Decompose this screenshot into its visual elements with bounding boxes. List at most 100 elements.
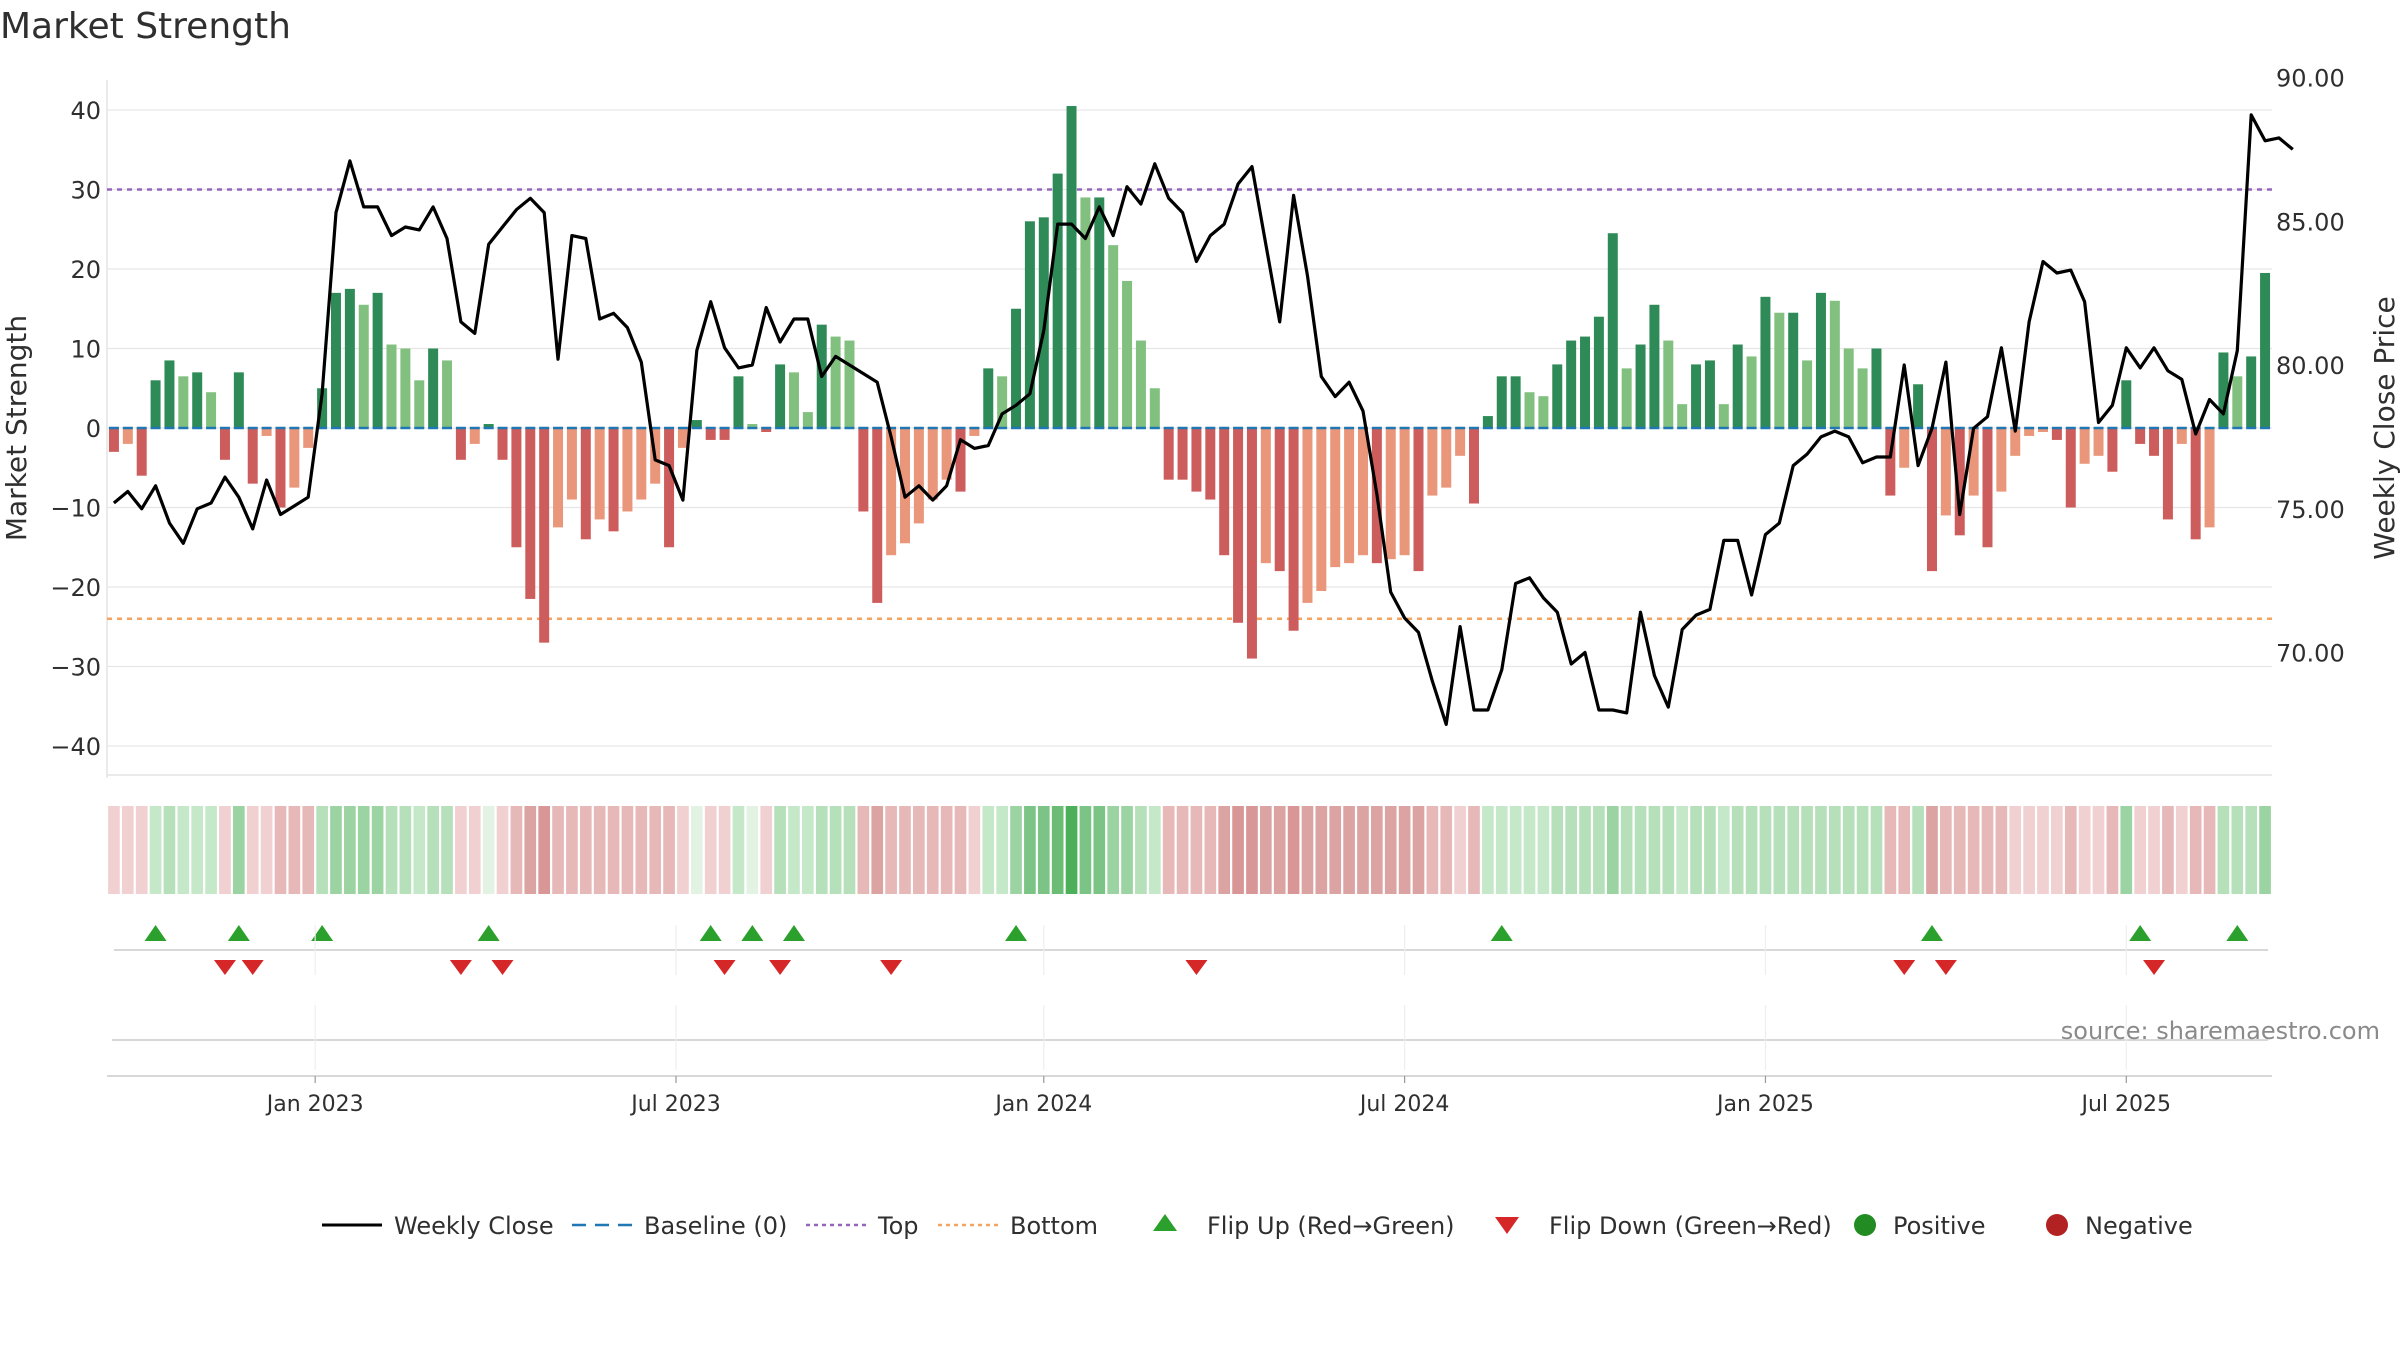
y2-axis-label: Weekly Close Price — [2368, 296, 2400, 559]
strip-cell — [802, 806, 814, 894]
strength-bar — [788, 372, 799, 428]
x-tick-label: Jan 2023 — [265, 1092, 364, 1117]
strength-bar — [1385, 428, 1396, 560]
strength-bar — [2204, 428, 2215, 528]
flip-up-marker — [741, 925, 764, 941]
strip-cell — [1440, 806, 1453, 894]
strength-bar — [844, 340, 855, 428]
strip-cell — [1176, 806, 1189, 894]
strength-bar — [1274, 428, 1285, 572]
strip-cell — [593, 806, 606, 894]
strength-bar — [219, 428, 230, 460]
strength-bar — [1871, 348, 1882, 428]
strip-cell — [1537, 806, 1550, 894]
strip-cell — [399, 806, 412, 894]
strip-cell — [1329, 806, 1342, 894]
strength-bar — [1732, 344, 1743, 428]
strength-bar — [1857, 368, 1868, 428]
strip-cell — [704, 806, 717, 894]
flip-up-marker — [477, 925, 500, 941]
strength-bar — [2079, 428, 2090, 464]
strength-bar — [247, 428, 258, 484]
strip-cell — [1634, 806, 1647, 894]
strip-cell — [1371, 806, 1383, 894]
flip-down-marker — [1934, 960, 1957, 975]
flip-up-marker — [699, 925, 722, 941]
strip-cell — [1606, 806, 1619, 894]
strength-bar — [802, 412, 813, 428]
strip-cell — [788, 806, 800, 894]
legend-weekly-close: Weekly Close — [322, 1212, 554, 1240]
strength-color-strip — [108, 806, 2271, 894]
strip-cell — [996, 806, 1008, 894]
strip-cell — [455, 806, 467, 894]
strength-bar — [1482, 416, 1493, 428]
strength-bar — [1108, 245, 1119, 428]
strip-cell — [496, 806, 509, 894]
strip-cell — [1773, 806, 1786, 894]
strip-cell — [1287, 806, 1300, 894]
strip-cell — [1565, 806, 1577, 894]
strip-cell — [191, 806, 204, 894]
strip-cell — [1273, 806, 1286, 894]
legend-label: Top — [877, 1212, 919, 1240]
strength-bar — [275, 428, 286, 508]
strength-bar — [1316, 428, 1327, 591]
strength-bar — [289, 428, 300, 488]
strip-cell — [1204, 806, 1217, 894]
strength-bar — [1233, 428, 1244, 623]
strength-bar — [2260, 272, 2271, 428]
strip-cell — [2051, 806, 2063, 894]
strength-bar — [1718, 404, 1729, 428]
strip-cell — [163, 806, 176, 894]
strength-bar — [1094, 197, 1105, 428]
strip-cell — [1717, 806, 1730, 894]
strength-bar — [677, 428, 688, 448]
strip-cell — [1135, 806, 1147, 894]
strength-bar — [941, 428, 952, 480]
strength-bar — [455, 428, 466, 460]
strength-bar — [400, 348, 411, 428]
strip-cell — [468, 806, 481, 894]
strip-cell — [690, 806, 703, 894]
strip-cell — [1870, 806, 1883, 894]
strength-bar — [1607, 233, 1618, 428]
strength-bar — [900, 428, 910, 544]
strip-cell — [1981, 806, 1994, 894]
x-tick-label: Jul 2024 — [1358, 1092, 1450, 1117]
strength-bars — [108, 106, 2271, 659]
strength-bar — [1815, 292, 1826, 428]
strip-cell — [1648, 806, 1661, 894]
strength-bar — [414, 380, 425, 428]
legend-top: Top — [806, 1212, 919, 1240]
strip-cell — [344, 806, 356, 894]
legend-bottom: Bottom — [938, 1212, 1098, 1240]
strength-bar — [1996, 428, 2007, 492]
strip-cell — [2148, 806, 2160, 894]
y2-tick-label: 70.00 — [2276, 640, 2345, 668]
flip-up-marker — [227, 925, 250, 941]
strength-bar — [1760, 296, 1771, 428]
strength-bar — [1649, 304, 1660, 428]
strength-bar — [858, 428, 869, 512]
flip-up-marker — [782, 925, 805, 941]
legend-label: Flip Up (Red→Green) — [1207, 1212, 1455, 1240]
strength-bar — [511, 428, 522, 548]
strip-cell — [1912, 806, 1924, 894]
strength-bar — [1829, 300, 1840, 428]
flip-up-marker — [1920, 925, 1943, 941]
strength-bar — [1663, 340, 1674, 428]
strength-bar — [1940, 428, 1951, 516]
strength-bar — [2218, 352, 2229, 428]
y2-tick-label: 90.00 — [2276, 65, 2345, 93]
strip-cell — [2231, 806, 2244, 894]
strength-bar — [1469, 428, 1479, 504]
strength-bar — [733, 376, 744, 428]
y-tick-label: −30 — [50, 654, 101, 682]
strip-cell — [1398, 806, 1411, 894]
strip-cell — [1065, 806, 1078, 894]
flip-down-marker — [1185, 960, 1208, 975]
strength-bar — [1704, 360, 1715, 428]
strip-cell — [108, 806, 120, 894]
strip-cell — [1967, 806, 1980, 894]
